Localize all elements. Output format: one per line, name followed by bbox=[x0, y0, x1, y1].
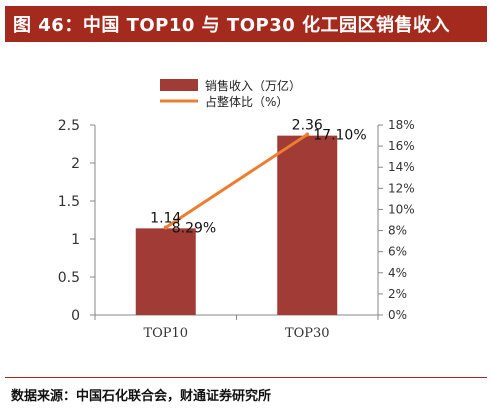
y-right-tick-label: 6% bbox=[388, 245, 407, 259]
figure-title: 图 46：中国 TOP10 与 TOP30 化工园区销售收入 bbox=[13, 15, 451, 36]
y-left-tick-label: 1 bbox=[71, 232, 80, 248]
y-left-tick-label: 2 bbox=[71, 156, 80, 172]
y-right-tick-label: 10% bbox=[388, 202, 415, 216]
y-left-tick-label: 0.5 bbox=[58, 270, 80, 286]
x-tick-label: TOP30 bbox=[285, 326, 330, 341]
chart-area: 销售收入（万亿） 占整体比（%） 0 0.5 1 1.5 2 2.5 0% 2% 4% 6% 8% 10%… bbox=[0, 42, 492, 373]
share-line bbox=[164, 133, 309, 229]
line-value-label: 17.10% bbox=[313, 128, 366, 144]
y-right-tick-label: 2% bbox=[388, 287, 407, 301]
bar-top10 bbox=[135, 228, 196, 315]
y-right-tick-label: 0% bbox=[388, 308, 407, 322]
y-left-tick-label: 2.5 bbox=[58, 118, 80, 134]
y-right-tick-label: 8% bbox=[388, 224, 407, 238]
y-right-tick-label: 14% bbox=[388, 160, 415, 174]
share-point bbox=[163, 225, 168, 230]
y-right-tick-label: 16% bbox=[388, 139, 415, 153]
bar-value-label: 1.14 bbox=[150, 210, 181, 226]
bar-top30 bbox=[277, 135, 338, 315]
combo-chart: 销售收入（万亿）占整体比（%） 0 0.5 1 1.5 2 2.5 0% 2% 4% 6% 8% 10%… bbox=[58, 78, 415, 341]
y-left-tick-label: 1.5 bbox=[58, 194, 80, 210]
y-left-tick-label: 0 bbox=[71, 308, 80, 324]
legend-line-label: 占整体比（%） bbox=[205, 94, 288, 109]
figure-header: 图 46：中国 TOP10 与 TOP30 化工园区销售收入 bbox=[5, 6, 487, 42]
y-right-tick-label: 18% bbox=[388, 118, 415, 132]
legend-bar-swatch bbox=[160, 79, 198, 91]
footer-divider bbox=[5, 377, 487, 378]
bar-value-label: 2.36 bbox=[292, 118, 323, 134]
y-right-tick-label: 4% bbox=[388, 266, 407, 280]
y-right-tick-label: 12% bbox=[388, 181, 415, 195]
share-point bbox=[305, 132, 310, 137]
source-note: 数据来源：中国石化联合会，财通证券研究所 bbox=[11, 388, 272, 404]
line-value-label: 8.29% bbox=[172, 220, 216, 236]
x-tick-label: TOP10 bbox=[143, 326, 188, 341]
legend-bar-label: 销售收入（万亿） bbox=[205, 78, 301, 93]
